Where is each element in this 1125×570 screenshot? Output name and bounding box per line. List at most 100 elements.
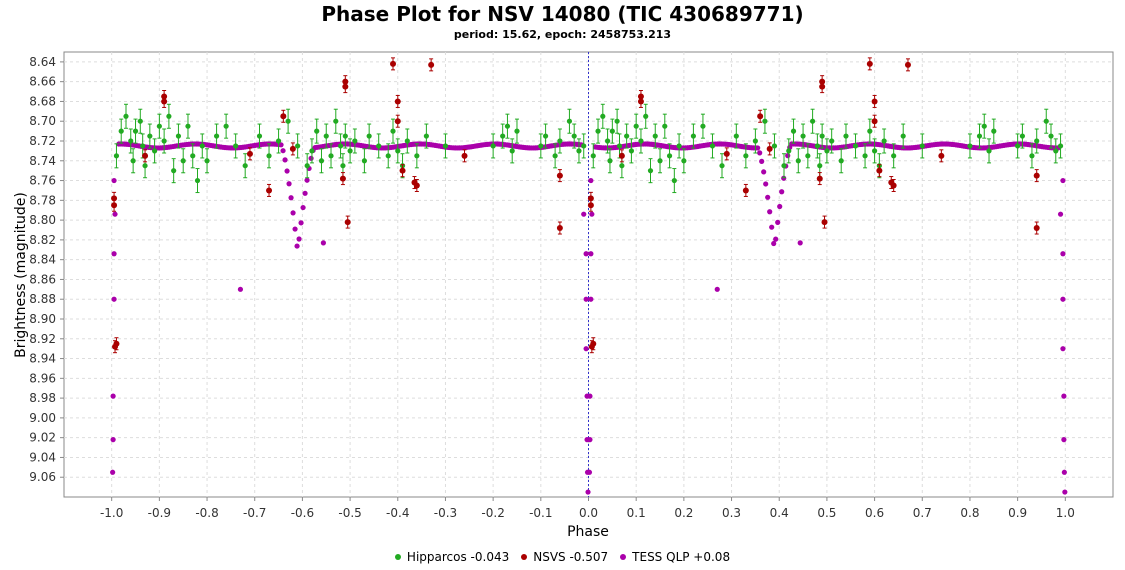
hipparcos-point [681, 158, 687, 164]
hipparcos-point [509, 148, 515, 154]
hipparcos-point [256, 133, 263, 139]
y-tick-label: 8.82 [29, 233, 56, 247]
tess-point [1061, 437, 1067, 443]
tess-point [755, 145, 761, 151]
tess-point [292, 226, 298, 232]
tess-point [767, 209, 773, 215]
hipparcos-point [275, 138, 282, 144]
tess-point [112, 211, 118, 217]
tess-point [583, 251, 589, 257]
hipparcos-point [151, 148, 158, 154]
legend-label: TESS QLP +0.08 [632, 550, 731, 564]
hipparcos-point [829, 138, 835, 144]
y-tick-label: 8.64 [29, 55, 56, 69]
hipparcos-point [609, 128, 615, 134]
nsvs-point [723, 150, 730, 157]
hipparcos-point [638, 138, 644, 144]
hipparcos-point [557, 138, 563, 144]
legend-label: Hipparcos -0.043 [406, 550, 510, 564]
hipparcos-point [762, 118, 768, 124]
tess-point [581, 211, 587, 217]
nsvs-point [342, 83, 349, 90]
hipparcos-point [242, 163, 248, 169]
hipparcos-point [137, 118, 143, 124]
hipparcos-point [304, 163, 310, 169]
hipparcos-point [130, 158, 136, 164]
y-tick-label: 9.04 [29, 450, 56, 464]
legend-item: Hipparcos -0.043 [394, 550, 510, 564]
hipparcos-point [309, 148, 315, 154]
hipparcos-point [614, 118, 620, 124]
tess-point [588, 296, 594, 302]
hipparcos-point [376, 143, 382, 149]
hipparcos-point [976, 133, 983, 139]
hipparcos-point [180, 158, 186, 164]
nsvs-point [556, 225, 563, 232]
x-tick-label: 0.6 [865, 506, 884, 520]
hipparcos-point [576, 148, 582, 154]
tess-point [110, 393, 116, 399]
hipparcos-point [790, 128, 797, 134]
tess-point [110, 469, 116, 475]
nsvs-point [742, 187, 749, 194]
tess-point [278, 142, 284, 148]
tess-point [714, 286, 720, 292]
axis-layer: -1.0 -0.9 -0.8 -0.7 -0.6 -0.5 -0.4 -0.3 -0.2 -0.1… [29, 55, 1075, 520]
hipparcos-point [490, 143, 496, 149]
nsvs-point [344, 219, 351, 226]
hipparcos-point [342, 133, 348, 139]
hipparcos-point [619, 163, 625, 169]
hipparcos-point [810, 118, 816, 124]
hipparcos-point [233, 143, 239, 149]
tess-point [773, 236, 779, 242]
tess-point [308, 155, 314, 161]
hipparcos-point [500, 133, 506, 139]
hipparcos-point [800, 133, 806, 139]
hipparcos-point [862, 153, 868, 159]
hipparcos-point [867, 128, 873, 134]
y-tick-label: 8.70 [29, 114, 56, 128]
tess-point [237, 286, 244, 292]
tess-point [1062, 489, 1068, 495]
hipparcos-point [733, 133, 739, 139]
x-tick-label: 0.4 [770, 506, 789, 520]
hipparcos-point [852, 143, 859, 149]
hipparcos-point [361, 158, 367, 164]
hipparcos-point [366, 133, 372, 139]
tess-point [583, 296, 589, 302]
hipparcos-point [967, 143, 973, 149]
nsvs-point [587, 202, 594, 209]
hipparcos-point [817, 163, 823, 169]
tess-point [294, 243, 300, 249]
x-tick-label: 0.5 [817, 506, 836, 520]
hipparcos-point [633, 123, 639, 129]
tess-point [1061, 393, 1067, 399]
hipparcos-point [616, 143, 623, 149]
y-axis-label: Brightness (magnitude) [13, 192, 29, 358]
x-tick-label: 0.8 [960, 506, 979, 520]
tess-point [288, 195, 294, 201]
nsvs-point [111, 195, 118, 202]
hipparcos-point [604, 138, 611, 144]
hipparcos-point [838, 158, 844, 164]
hipparcos-point [1057, 143, 1064, 149]
x-tick-label: 1.0 [1056, 506, 1075, 520]
hipparcos-point [285, 118, 291, 124]
tess-point [280, 148, 286, 154]
y-tick-label: 9.06 [29, 470, 56, 484]
tess-point [759, 158, 765, 164]
legend-item: NSVS -0.507 [521, 550, 608, 564]
hipparcos-point [566, 118, 573, 124]
hipparcos-point [752, 138, 758, 144]
tess-point [779, 189, 785, 195]
hipparcos-point [118, 128, 124, 134]
tess-point [1060, 296, 1066, 302]
hipparcos-point [140, 143, 146, 149]
hipparcos-point [318, 158, 325, 164]
hipparcos-point [981, 123, 987, 129]
hipparcos-point [881, 138, 887, 144]
hipparcos-point [171, 168, 177, 174]
hipparcos-point [771, 143, 778, 149]
hipparcos-point [624, 133, 630, 139]
y-tick-label: 8.84 [29, 253, 56, 267]
